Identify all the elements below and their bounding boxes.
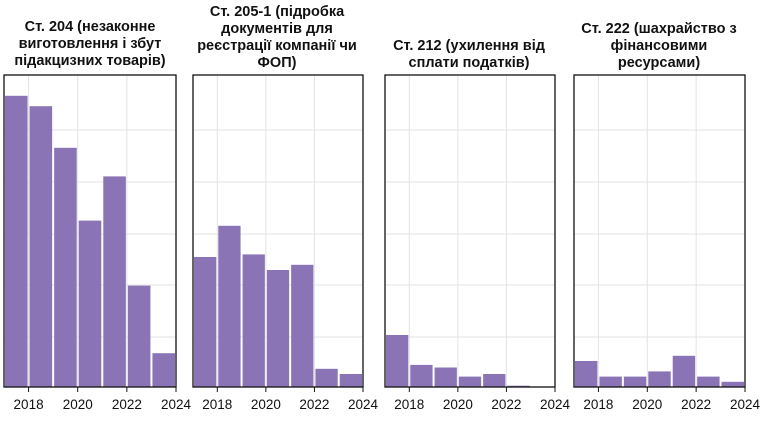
bar-1-2019 xyxy=(54,147,77,387)
bar-3-2021 xyxy=(483,374,506,387)
panel-frame-4 xyxy=(573,74,746,388)
panel-title-3: Ст. 212 (ухилення від сплати податків) xyxy=(393,38,545,71)
bar-2-2023 xyxy=(339,374,362,387)
x-tick-label-4-2024: 2024 xyxy=(730,397,761,412)
x-tick-label-2-2018: 2018 xyxy=(202,397,232,412)
bar-4-2023 xyxy=(721,381,744,387)
panel-title-1: Ст. 204 (незаконне виготовлення і збут п… xyxy=(14,19,166,69)
x-tick-label-1-2018: 2018 xyxy=(14,397,44,412)
x-tick-label-4-2020: 2020 xyxy=(632,397,662,412)
bar-3-2018 xyxy=(410,364,433,387)
x-tick-label-1-2022: 2022 xyxy=(112,397,142,412)
bar-4-2020 xyxy=(648,371,671,387)
bar-4-2021 xyxy=(672,355,696,387)
x-tick-label-1-2020: 2020 xyxy=(63,397,93,412)
panel-frame-3 xyxy=(384,74,556,388)
x-tick-label-1-2024: 2024 xyxy=(161,397,192,412)
x-tick-label-3-2018: 2018 xyxy=(394,397,424,412)
x-tick-label-2-2022: 2022 xyxy=(299,397,329,412)
bar-4-2022 xyxy=(697,376,720,387)
x-tick-label-3-2022: 2022 xyxy=(491,397,521,412)
x-tick-label-3-2020: 2020 xyxy=(443,397,473,412)
bar-3-2020 xyxy=(458,376,482,387)
x-tick-label-2-2020: 2020 xyxy=(251,397,281,412)
bar-4-2019 xyxy=(623,376,647,387)
bar-3-2019 xyxy=(434,367,457,387)
bar-1-2018 xyxy=(29,106,53,387)
bar-2-2022 xyxy=(315,368,338,387)
bar-1-2022 xyxy=(127,285,151,387)
bar-4-2018 xyxy=(599,376,622,387)
panel-frame-2 xyxy=(192,74,364,388)
x-tick-label-3-2024: 2024 xyxy=(540,397,571,412)
bar-1-2023 xyxy=(152,353,175,387)
bar-2-2017 xyxy=(194,257,217,387)
bar-2-2019 xyxy=(242,254,265,387)
bar-2-2021 xyxy=(291,264,314,387)
bar-1-2020 xyxy=(78,220,102,387)
bar-1-2017 xyxy=(5,95,28,388)
bar-2-2020 xyxy=(266,270,290,387)
panel-title-2: Ст. 205-1 (підробка документів для реєст… xyxy=(197,4,357,71)
bar-1-2021 xyxy=(103,176,126,387)
panel-frame-1 xyxy=(3,74,177,388)
bar-3-2017 xyxy=(386,335,409,387)
x-tick-label-2-2024: 2024 xyxy=(348,397,379,412)
bar-4-2017 xyxy=(575,361,598,387)
bar-2-2018 xyxy=(218,225,241,387)
x-tick-label-4-2022: 2022 xyxy=(681,397,711,412)
x-tick-label-4-2018: 2018 xyxy=(583,397,613,412)
panel-title-4: Ст. 222 (шахрайство з фінансовими ресурс… xyxy=(581,21,737,71)
